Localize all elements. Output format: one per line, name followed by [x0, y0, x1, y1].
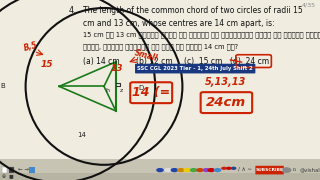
Text: 4.: 4.: [69, 6, 76, 15]
Text: Small: Small: [133, 48, 158, 63]
Circle shape: [207, 168, 215, 172]
Text: 5,13,13: 5,13,13: [205, 77, 246, 87]
Text: 13: 13: [110, 64, 123, 73]
Text: (d)  24 cm: (d) 24 cm: [230, 57, 269, 66]
Text: B,5: B,5: [22, 41, 38, 53]
Circle shape: [190, 168, 197, 172]
Text: SUBSCRIBE: SUBSCRIBE: [256, 168, 284, 172]
Text: The length of the common chord of two circles of radii 15: The length of the common chord of two ci…: [83, 6, 303, 15]
Bar: [9, 167, 14, 173]
Circle shape: [214, 168, 221, 172]
Text: z: z: [120, 87, 123, 93]
Text: IG: IG: [293, 168, 297, 172]
Text: SSC CGL 2023 Tier - 1, 24th July Shift 2: SSC CGL 2023 Tier - 1, 24th July Shift 2: [137, 66, 253, 71]
Circle shape: [203, 168, 210, 172]
Text: @vishal10m: @vishal10m: [299, 168, 320, 173]
Text: 15: 15: [40, 60, 53, 69]
Circle shape: [196, 168, 204, 172]
Bar: [2, 167, 7, 173]
Text: होगी, जिनके केंद्र के बीच की दूरी 14 cm है?: होगी, जिनके केंद्र के बीच की दूरी 14 cm …: [83, 44, 238, 50]
Text: (a) 14 cm: (a) 14 cm: [83, 57, 120, 66]
Circle shape: [231, 167, 236, 170]
Text: 4/35: 4/35: [301, 3, 315, 8]
Circle shape: [156, 168, 164, 172]
Text: D: D: [138, 85, 143, 91]
Text: 15 cm और 13 cm विंबा वाले दो वृतों की उभयनिष्ठ जीवा की लंबाई कितनी: 15 cm और 13 cm विंबा वाले दो वृतों की उभ…: [83, 31, 320, 38]
Text: 14: 14: [77, 132, 86, 138]
Circle shape: [221, 167, 227, 170]
Text: ← →: ← →: [18, 167, 28, 172]
Text: 14 (=: 14 (=: [132, 86, 170, 99]
Text: cm and 13 cm, whose centres are 14 cm apart, is:: cm and 13 cm, whose centres are 14 cm ap…: [83, 19, 275, 28]
Bar: [0, 159, 320, 180]
FancyBboxPatch shape: [255, 166, 284, 174]
Text: h: h: [106, 87, 110, 93]
Circle shape: [164, 168, 172, 172]
Circle shape: [281, 167, 292, 173]
Text: (b) 12 cm: (b) 12 cm: [136, 57, 172, 66]
Circle shape: [177, 168, 185, 172]
Text: (c)  15 cm: (c) 15 cm: [184, 57, 222, 66]
FancyBboxPatch shape: [135, 64, 255, 73]
Text: / ∧ ∼: / ∧ ∼: [238, 167, 252, 172]
Circle shape: [171, 168, 178, 172]
Text: 24cm: 24cm: [206, 96, 246, 109]
Bar: [0, 173, 320, 180]
Circle shape: [226, 167, 232, 170]
Bar: [29, 167, 35, 173]
Text: B: B: [1, 83, 5, 89]
Text: ⊕  ■: ⊕ ■: [2, 174, 13, 179]
Circle shape: [183, 168, 191, 172]
